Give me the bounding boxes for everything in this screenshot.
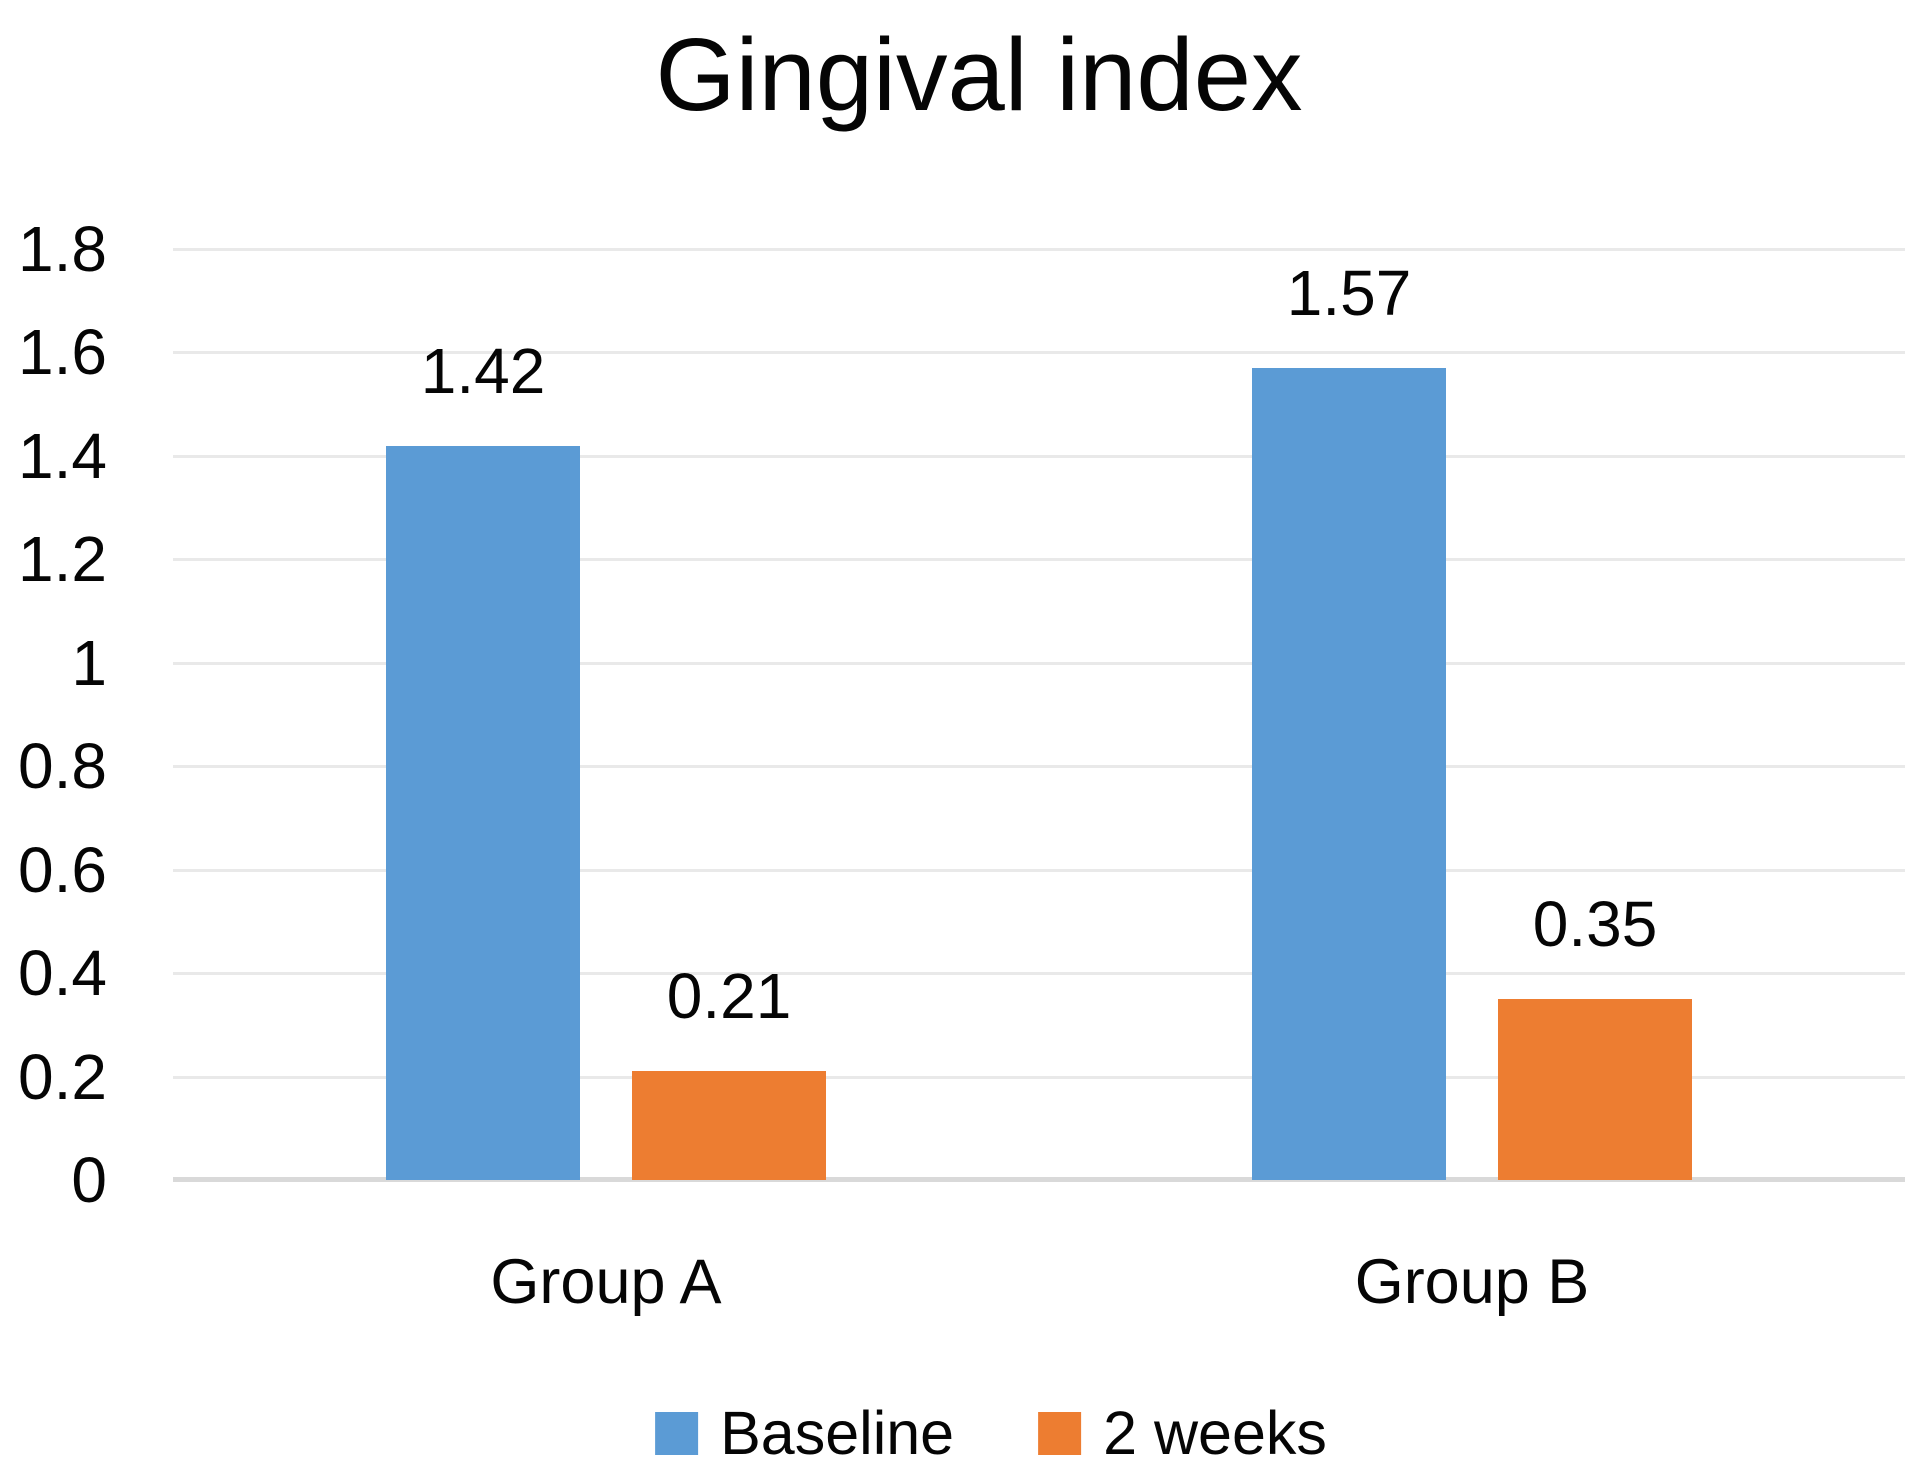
gridline xyxy=(173,1075,1905,1079)
gridline xyxy=(173,558,1905,562)
data-label: 0.35 xyxy=(1532,887,1658,960)
y-tick-label: 1.6 xyxy=(18,316,107,389)
legend-swatch-icon xyxy=(1038,1411,1082,1455)
gridline xyxy=(173,868,1905,872)
legend: Baseline 2 weeks xyxy=(655,1398,1327,1468)
data-label: 1.42 xyxy=(420,334,546,407)
plot-area: 1.42 1.57 0.21 0.35 xyxy=(173,248,1905,1182)
y-tick-label: 0.2 xyxy=(18,1040,107,1113)
y-tick-label: 0.8 xyxy=(18,730,107,803)
bar-baseline-group-b xyxy=(1252,367,1446,1180)
gridline xyxy=(173,454,1905,458)
y-axis: 1.8 1.6 1.4 1.2 1 0.8 0.6 0.4 0.2 0 xyxy=(0,213,107,1216)
data-label: 1.57 xyxy=(1286,256,1412,329)
legend-swatch-icon xyxy=(655,1411,699,1455)
chart-title: Gingival index xyxy=(655,17,1303,132)
y-tick-label: 1.4 xyxy=(18,419,107,492)
gridline xyxy=(173,351,1905,355)
legend-label: Baseline xyxy=(720,1399,955,1467)
bar-2-weeks-group-a xyxy=(632,1071,826,1180)
x-axis-line xyxy=(173,1177,1905,1182)
bar-2-weeks-group-b xyxy=(1498,998,1692,1180)
gridline xyxy=(173,661,1905,665)
data-label: 0.21 xyxy=(666,960,792,1033)
legend-item-baseline: Baseline xyxy=(655,1398,954,1468)
legend-label: 2 weeks xyxy=(1103,1399,1327,1467)
gridline xyxy=(173,765,1905,769)
y-tick-label: 0.6 xyxy=(18,833,107,906)
y-tick-label: 1.2 xyxy=(18,523,107,596)
y-tick-label: 1 xyxy=(71,626,107,699)
y-tick-label: 1.8 xyxy=(18,213,107,285)
y-tick-label: 0 xyxy=(71,1144,107,1216)
gridline xyxy=(173,972,1905,976)
x-axis: Group A Group B xyxy=(173,1238,1905,1328)
bar-baseline-group-a xyxy=(386,445,580,1180)
gridline xyxy=(173,248,1905,251)
category-label: Group B xyxy=(1354,1247,1590,1317)
y-tick-label: 0.4 xyxy=(18,937,107,1010)
category-label: Group A xyxy=(490,1247,722,1317)
legend-item-2-weeks: 2 weeks xyxy=(1038,1398,1327,1468)
